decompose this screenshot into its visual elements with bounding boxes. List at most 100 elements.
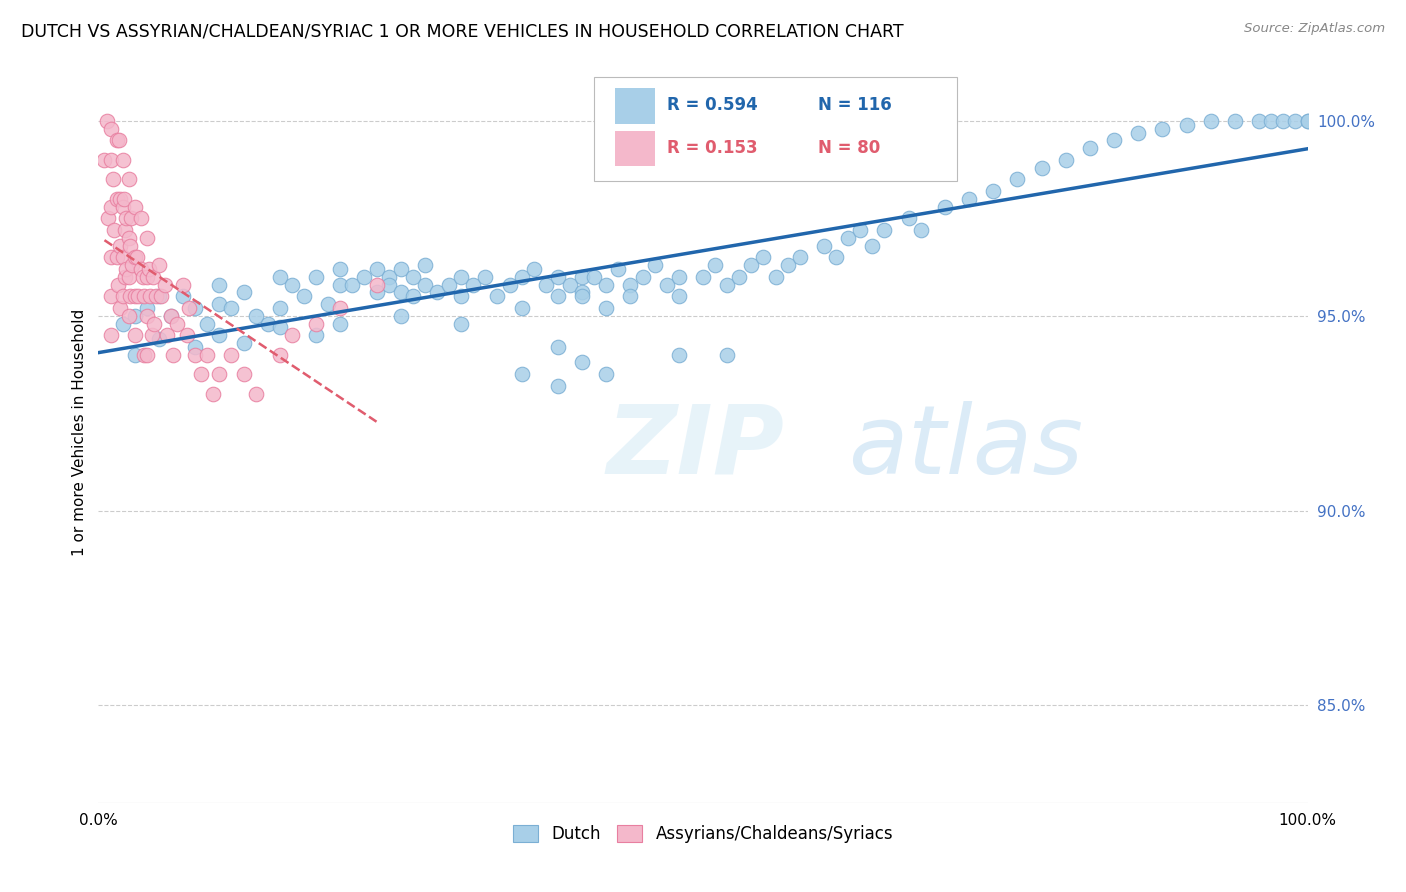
Point	[752, 250, 775, 264]
Point	[184, 340, 207, 354]
Point	[463, 277, 485, 292]
Point	[124, 348, 146, 362]
Point	[232, 285, 254, 300]
Point	[389, 285, 412, 300]
Point	[377, 277, 399, 292]
Point	[221, 348, 243, 362]
Point	[118, 231, 141, 245]
Point	[728, 269, 751, 284]
Point	[329, 277, 352, 292]
Point	[571, 269, 593, 284]
Point	[668, 348, 690, 362]
Point	[112, 192, 135, 206]
Point	[305, 269, 328, 284]
Point	[124, 328, 146, 343]
Point	[114, 269, 136, 284]
Point	[353, 269, 375, 284]
Point	[108, 238, 131, 252]
Point	[114, 223, 136, 237]
Point	[934, 200, 956, 214]
Point	[510, 301, 533, 315]
Point	[101, 172, 124, 186]
Point	[583, 269, 606, 284]
Point	[107, 277, 129, 292]
Point	[162, 348, 184, 362]
Point	[1175, 118, 1198, 132]
Point	[813, 238, 835, 252]
Point	[176, 328, 198, 343]
Point	[1296, 114, 1319, 128]
Point	[100, 200, 122, 214]
Point	[316, 297, 339, 311]
Point	[366, 285, 388, 300]
Point	[413, 277, 436, 292]
Point	[108, 301, 131, 315]
Point	[957, 192, 980, 206]
Point	[668, 269, 690, 284]
Point	[245, 309, 267, 323]
Point	[97, 211, 120, 226]
Point	[366, 277, 388, 292]
Point	[1007, 172, 1029, 186]
Point	[148, 258, 170, 272]
Point	[141, 328, 163, 343]
Point	[571, 289, 593, 303]
Text: Source: ZipAtlas.com: Source: ZipAtlas.com	[1244, 22, 1385, 36]
Point	[740, 258, 762, 272]
Point	[860, 238, 883, 252]
Point	[232, 367, 254, 381]
Point	[172, 277, 194, 292]
Point	[281, 277, 304, 292]
Point	[160, 309, 183, 323]
Point	[1272, 114, 1295, 128]
Point	[124, 309, 146, 323]
Point	[668, 289, 690, 303]
Point	[195, 348, 218, 362]
Point	[644, 258, 666, 272]
Point	[402, 289, 425, 303]
Point	[305, 317, 328, 331]
Point	[153, 277, 176, 292]
Point	[837, 231, 859, 245]
Point	[100, 328, 122, 343]
Point	[118, 172, 141, 186]
Point	[281, 328, 304, 343]
Point	[269, 348, 291, 362]
Point	[111, 153, 134, 167]
Point	[148, 289, 170, 303]
Point	[437, 277, 460, 292]
Point	[1284, 114, 1306, 128]
Point	[1249, 114, 1271, 128]
Point	[523, 262, 546, 277]
Point	[139, 289, 162, 303]
Point	[150, 289, 173, 303]
Point	[849, 223, 872, 237]
Point	[118, 289, 141, 303]
Point	[789, 250, 811, 264]
Point	[498, 277, 520, 292]
Point	[716, 348, 738, 362]
Point	[184, 348, 207, 362]
Point	[129, 211, 152, 226]
Text: DUTCH VS ASSYRIAN/CHALDEAN/SYRIAC 1 OR MORE VEHICLES IN HOUSEHOLD CORRELATION CH: DUTCH VS ASSYRIAN/CHALDEAN/SYRIAC 1 OR M…	[21, 22, 904, 40]
Point	[510, 269, 533, 284]
Point	[179, 301, 201, 315]
Point	[631, 269, 654, 284]
Point	[132, 269, 155, 284]
Point	[413, 258, 436, 272]
Point	[190, 367, 212, 381]
Point	[1031, 161, 1053, 175]
Point	[221, 301, 243, 315]
Point	[1054, 153, 1077, 167]
Point	[389, 262, 412, 277]
Point	[96, 114, 118, 128]
Point	[105, 250, 128, 264]
Point	[143, 317, 166, 331]
Point	[156, 328, 179, 343]
Point	[100, 153, 122, 167]
Point	[108, 192, 131, 206]
Point	[100, 121, 122, 136]
Point	[1296, 114, 1319, 128]
Point	[118, 269, 141, 284]
Point	[134, 348, 156, 362]
